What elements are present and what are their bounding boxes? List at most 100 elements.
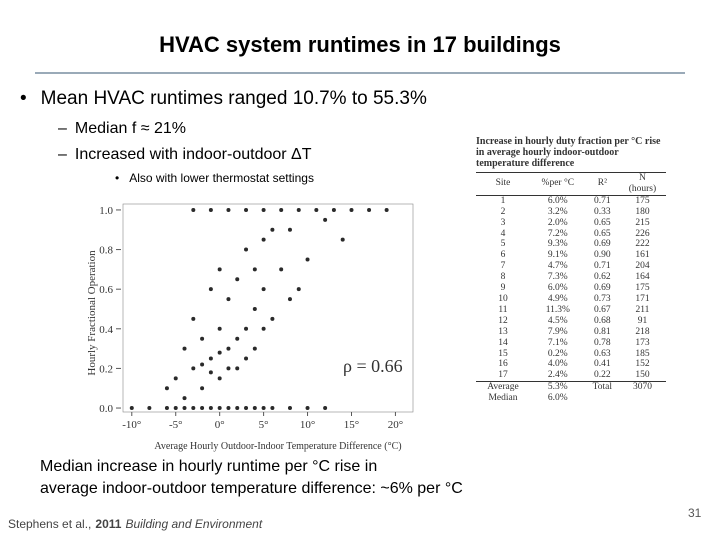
cell-text: 2	[500, 206, 506, 217]
point	[173, 406, 178, 411]
page-number: 31	[688, 506, 702, 520]
cell-text: 7.9%	[547, 326, 568, 337]
table-cell: 0.69	[586, 239, 619, 250]
cell-text: 0.71	[594, 195, 611, 206]
cell-text: 15	[498, 348, 508, 359]
table-cell: 0.41	[586, 359, 619, 370]
point	[191, 406, 196, 411]
table-cell: 7.3%	[530, 272, 586, 283]
table-cell: 0.68	[586, 316, 619, 327]
table-cell: 164	[619, 272, 666, 283]
point	[296, 287, 301, 292]
cell-text: 0.71	[594, 261, 611, 272]
point	[270, 227, 275, 232]
table-cell: 3	[476, 218, 530, 229]
table-cell: 91	[619, 316, 666, 327]
table-cell: 4	[476, 229, 530, 240]
table-cell: Site	[476, 173, 530, 196]
point	[252, 346, 257, 351]
cell-text: 0.22	[594, 370, 611, 381]
cell-text: 5	[500, 239, 506, 250]
table-row: 6 9.1% 0.90 161	[476, 250, 666, 261]
cell-text: 11.3%	[545, 304, 570, 315]
table-cell: 0.65	[586, 229, 619, 240]
cell-text: 14	[498, 337, 508, 348]
table-row: 11 11.3% 0.67 211	[476, 305, 666, 316]
point	[244, 247, 249, 252]
cell-text: %per °C	[541, 178, 575, 189]
point	[261, 326, 266, 331]
cell-text: 12	[498, 315, 508, 326]
cell-text: 211	[635, 304, 650, 315]
point	[217, 406, 222, 411]
table-cell: Median	[476, 393, 530, 404]
cell-text: 0.73	[594, 293, 611, 304]
table-row: Median 6.0%	[476, 393, 666, 404]
citation-year: 2011	[95, 517, 122, 531]
table-cell: 15	[476, 349, 530, 360]
cell-text: Site	[495, 178, 511, 189]
y-tick-label: 0.8	[99, 245, 113, 257]
table-row: 5 9.3% 0.69 222	[476, 239, 666, 250]
cell-text: 0.63	[594, 348, 611, 359]
point	[191, 207, 196, 212]
slide-title: HVAC system runtimes in 17 buildings	[159, 32, 561, 57]
table-cell: 226	[619, 229, 666, 240]
bullet: Also with lower thermostat settings	[115, 171, 314, 185]
table-row: 4 7.2% 0.65 226	[476, 229, 666, 240]
table-cell: 2	[476, 207, 530, 218]
table-cell: 12	[476, 316, 530, 327]
table-cell: 7.9%	[530, 327, 586, 338]
plot-frame	[122, 203, 414, 413]
cell-text: 91	[637, 315, 648, 326]
cell-text: 0.33	[594, 206, 611, 217]
point	[270, 406, 275, 411]
y-tick-label: 0.0	[99, 403, 113, 415]
table-cell: 11.3%	[530, 305, 586, 316]
point	[270, 316, 275, 321]
bullet: Median f ≈ 21%	[58, 120, 186, 138]
table-row: 9 6.0% 0.69 175	[476, 283, 666, 294]
table-cell: %per °C	[529, 173, 586, 196]
cell-text: 9.3%	[547, 239, 568, 250]
table-cell: 0.69	[586, 283, 619, 294]
table-cell: 0.81	[586, 327, 619, 338]
table-cell: 9.3%	[530, 239, 586, 250]
point	[252, 306, 257, 311]
cell-text: Average	[487, 382, 519, 393]
caption: average indoor-outdoor temperature diffe…	[40, 480, 463, 497]
table-row: 15 0.2% 0.63 185	[476, 349, 666, 360]
cell-text: 164	[635, 272, 650, 283]
caption: Median increase in hourly runtime per °C…	[40, 458, 378, 475]
cell-text: 0.62	[594, 272, 611, 283]
cell-text: 4.9%	[547, 293, 568, 304]
cell-text: 150	[635, 370, 650, 381]
cell-text: 0.90	[594, 250, 611, 261]
point	[191, 366, 196, 371]
cell-text: 3.2%	[547, 206, 568, 217]
point	[261, 287, 266, 292]
cell-text: 7.3%	[547, 272, 568, 283]
table-cell: 7	[476, 261, 530, 272]
x-tick-label: 5°	[259, 419, 269, 431]
cell-text: 1	[500, 195, 506, 206]
table-cell: 2.4%	[530, 370, 586, 381]
cell-text: 171	[635, 293, 650, 304]
table-cell: 1	[476, 195, 530, 206]
table-cell: 4.5%	[530, 316, 586, 327]
table-cell: 185	[619, 349, 666, 360]
table-cell: 11	[476, 305, 530, 316]
point	[305, 406, 310, 411]
point	[182, 406, 187, 411]
x-tick-label: -5°	[169, 419, 183, 431]
point	[287, 227, 292, 232]
point	[217, 267, 222, 272]
table-row: 3 2.0% 0.65 215	[476, 218, 666, 229]
point	[323, 217, 328, 222]
table-cell: 0.22	[586, 370, 619, 381]
table-cell: 5	[476, 239, 530, 250]
cell-text: 0.41	[594, 359, 611, 370]
table: Increase in hourly duty fraction per °C …	[476, 136, 666, 404]
cell-text: 3	[500, 217, 506, 228]
point	[208, 406, 213, 411]
